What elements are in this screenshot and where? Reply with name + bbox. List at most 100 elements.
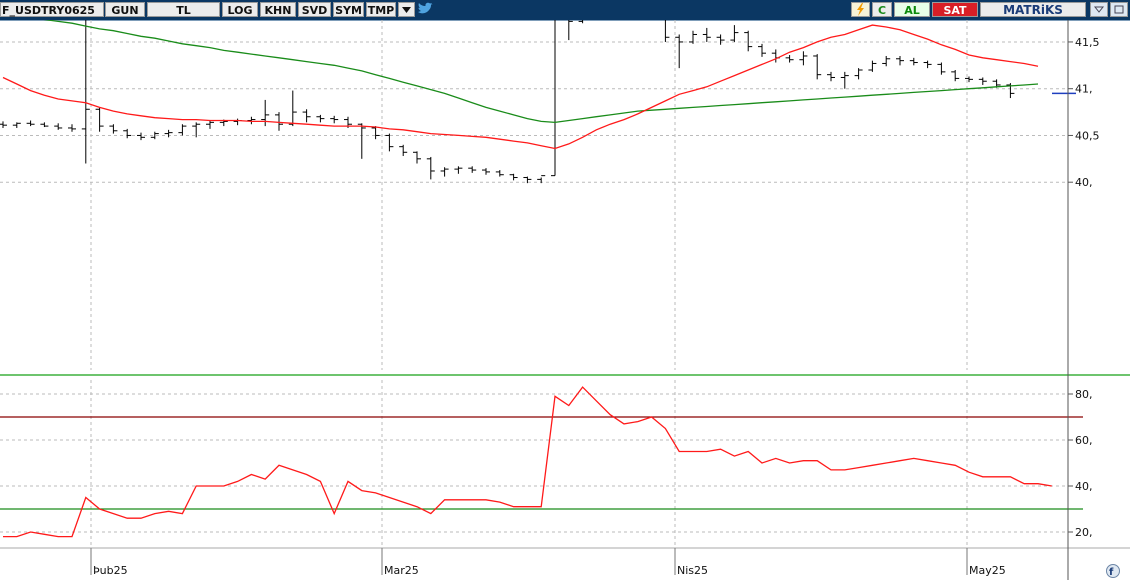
ohlc-bar (965, 76, 973, 83)
x-tick-label: Nis25 (677, 564, 708, 577)
ohlc-bar (702, 27, 711, 42)
ohlc-bar (302, 109, 311, 123)
ohlc-bar (233, 118, 242, 126)
ohlc-bar (675, 34, 684, 69)
ohlc-bar (399, 144, 408, 157)
ohlc-bar (150, 131, 159, 140)
ohlc-bar (316, 114, 325, 123)
ohlc-bar (0, 121, 7, 128)
dropdown-arrow-icon[interactable] (398, 2, 415, 17)
ohlc-bar (716, 34, 725, 45)
ohlc-bar (371, 126, 380, 140)
tmp-button[interactable]: TMP (366, 2, 396, 17)
y-tick-label: 80, (1075, 388, 1093, 401)
buy-button[interactable]: AL (894, 2, 930, 17)
period-button[interactable]: GUN (105, 2, 145, 17)
indicator-panel (0, 386, 1083, 538)
ohlc-bar (288, 90, 297, 127)
brand-logo: MATRiKS (980, 2, 1086, 17)
lightning-icon[interactable] (851, 2, 870, 17)
y-tick-label: 41,5 (1075, 36, 1100, 49)
ohlc-bar (551, 20, 556, 177)
ohlc-bar (137, 132, 145, 141)
log-button[interactable]: LOG (222, 2, 258, 17)
ohlc-bar (495, 170, 504, 177)
ohlc-bar (482, 168, 490, 175)
ohlc-bar (192, 122, 201, 138)
currency-button[interactable]: TL (147, 2, 220, 17)
ohlc-bar (909, 57, 918, 66)
moving-averages (2, 20, 1039, 150)
ohlc-bar (978, 77, 987, 85)
ohlc-bar (385, 133, 394, 152)
ohlc-bar (440, 167, 449, 177)
twitter-bird-icon[interactable] (416, 2, 434, 17)
ohlc-bar (164, 129, 173, 138)
ohlc-bar (468, 166, 477, 173)
ohlc-bar (882, 55, 891, 67)
ma-long-line (43, 20, 1039, 124)
ohlc-bar (68, 124, 76, 132)
ohlc-bar (454, 166, 463, 174)
ohlc-bar (413, 151, 421, 164)
ohlc-bar (206, 120, 214, 129)
symbol-field[interactable]: F_USDTRY0625 (0, 2, 104, 17)
ohlc-bar (937, 62, 946, 75)
y-tick-label: 60, (1075, 434, 1093, 447)
ohlc-bar (689, 30, 697, 44)
ohlc-bar (730, 25, 739, 42)
y-tick-label: 40, (1075, 480, 1093, 493)
ohlc-bar (854, 68, 863, 80)
y-tick-label: 40, (1075, 176, 1093, 189)
ohlc-bar (81, 20, 90, 164)
ma-short-line (2, 24, 1039, 150)
y-tick-label: 41, (1075, 83, 1093, 96)
ohlc-bar (896, 55, 904, 66)
ohlc-bar (26, 120, 35, 127)
sell-button[interactable]: SAT (932, 2, 978, 17)
ohlc-bar (123, 128, 132, 139)
sym-button[interactable]: SYM (333, 2, 364, 17)
svd-button[interactable]: SVD (298, 2, 331, 17)
restore-icon[interactable] (1110, 2, 1128, 17)
ohlc-bar (868, 60, 877, 72)
ohlc-bar (951, 70, 960, 82)
chart-area: Þub25Mar25Nis25May2543,543,42,542,41,541… (0, 20, 1130, 580)
toolbar: F_USDTRY0625 GUN TL LOG KHN SVD SYM TMP … (0, 0, 1130, 21)
ohlc-bar (247, 116, 256, 125)
settings-corner-icon[interactable]: f (1103, 562, 1123, 578)
ohlc-bar (357, 123, 366, 159)
ohlc-bar (426, 156, 435, 180)
khn-button[interactable]: KHN (260, 2, 296, 17)
ohlc-bar (799, 51, 808, 66)
svg-text:f: f (1109, 567, 1114, 578)
refresh-button[interactable]: C (872, 2, 892, 17)
x-tick-label: May25 (969, 564, 1006, 577)
ohlc-bar (95, 107, 104, 132)
ohlc-bar (54, 123, 63, 130)
price-bars (0, 20, 1076, 184)
y-tick-label: 40,5 (1075, 129, 1100, 142)
axes: Þub25Mar25Nis25May2543,543,42,542,41,541… (0, 20, 1130, 580)
ohlc-bar (785, 55, 794, 63)
grid (0, 20, 1068, 545)
x-tick-label: Þub25 (93, 564, 128, 577)
ohlc-bar (840, 71, 849, 89)
ohlc-bar (578, 20, 584, 24)
ohlc-bar (275, 112, 283, 131)
ohlc-bar (330, 115, 339, 124)
y-tick-label: 20, (1075, 526, 1093, 539)
ohlc-bar (523, 176, 532, 184)
ohlc-bar (109, 124, 118, 134)
ohlc-bar (509, 173, 518, 181)
x-tick-label: Mar25 (384, 564, 419, 577)
ohlc-bar (537, 175, 546, 184)
ohlc-bar (568, 20, 573, 41)
ohlc-bar (758, 43, 766, 57)
minimize-icon[interactable] (1090, 2, 1108, 17)
ohlc-bar (827, 71, 835, 82)
ohlc-bar (813, 54, 822, 80)
ohlc-bar (923, 60, 932, 69)
ohlc-bar (664, 20, 670, 42)
ohlc-bar (744, 30, 753, 52)
